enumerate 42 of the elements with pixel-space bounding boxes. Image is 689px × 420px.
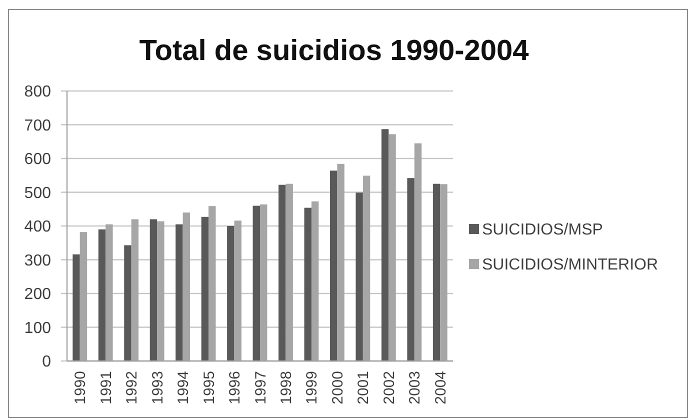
y-tick-label: 0 [42, 354, 52, 371]
bar [98, 229, 106, 361]
x-tick-label: 1991 [98, 371, 115, 404]
x-tick-label: 1998 [278, 371, 295, 404]
x-tick-label: 2002 [380, 371, 398, 404]
x-tick-label: 1994 [175, 371, 192, 404]
x-tick-label: 1996 [226, 371, 244, 404]
x-tick-label: 2004 [432, 371, 450, 404]
bar [432, 184, 440, 361]
x-tick-label: 2003 [406, 371, 424, 404]
bar [278, 184, 286, 361]
y-tick-label: 200 [24, 286, 52, 304]
bar [72, 254, 80, 361]
y-tick-label: 800 [24, 84, 52, 101]
y-tick-label: 400 [24, 218, 52, 236]
bar [150, 219, 158, 361]
x-tick-label: 2000 [329, 371, 346, 404]
bar [381, 129, 389, 361]
bar [330, 170, 338, 361]
y-tick-label: 600 [24, 151, 52, 168]
bar [356, 192, 363, 361]
bar [407, 178, 414, 361]
bar [304, 208, 312, 361]
chart-title: Total de suicidios 1990-2004 [139, 35, 529, 67]
legend-label: SUICIDIOS/MSP [482, 222, 603, 239]
y-tick-label: 700 [24, 117, 52, 134]
y-tick-label: 300 [24, 252, 52, 270]
y-tick-label: 100 [24, 320, 52, 337]
x-tick-label: 1995 [200, 371, 218, 404]
x-tick-label: 1990 [72, 371, 90, 404]
bar [176, 224, 183, 361]
bar [201, 216, 209, 361]
y-tick-label: 500 [24, 184, 52, 202]
x-tick-label: 1992 [124, 371, 141, 404]
x-tick-label: 2001 [355, 371, 372, 404]
x-tick-label: 1999 [304, 371, 321, 404]
x-tick-label: 1997 [252, 371, 270, 404]
legend-label: SUICIDIOS/MINTERIOR [482, 256, 658, 274]
bar [252, 206, 260, 361]
x-tick-label: 1993 [149, 371, 166, 404]
bar [227, 226, 234, 361]
bar [124, 245, 132, 361]
